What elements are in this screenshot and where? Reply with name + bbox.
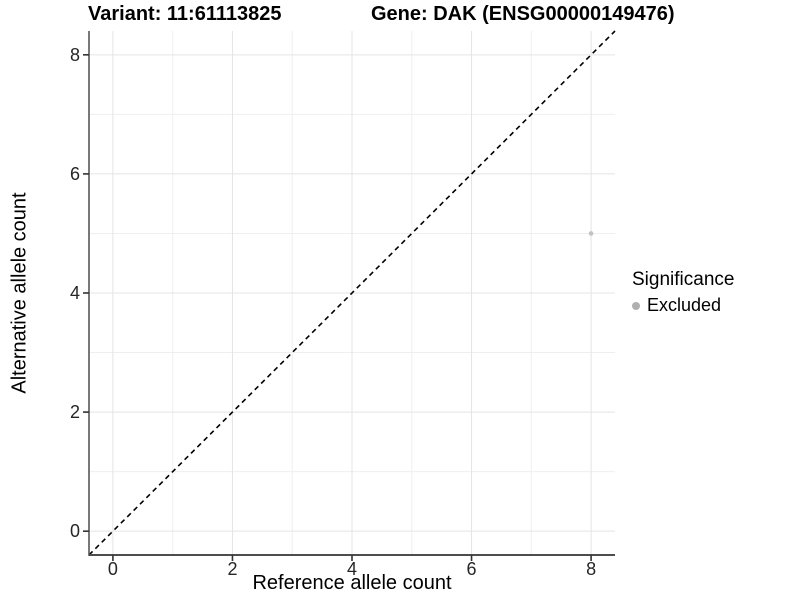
legend-item-label: Excluded xyxy=(647,295,722,315)
identity-line xyxy=(88,30,616,556)
legend-title: Significance xyxy=(632,269,735,290)
y-axis-title: Alternative allele count xyxy=(8,192,31,394)
x-tick-label: 2 xyxy=(227,559,238,579)
y-tick-label: 0 xyxy=(69,521,80,542)
legend: Significance Excluded xyxy=(632,269,734,316)
y-tick-label: 2 xyxy=(69,402,80,423)
x-tick-label: 4 xyxy=(346,559,357,579)
legend-item-excluded: Excluded xyxy=(632,295,734,316)
x-tick-label: 0 xyxy=(107,559,118,579)
x-tick-label: 6 xyxy=(466,559,477,579)
plot-title-gene: Gene: DAK (ENSG00000149476) xyxy=(371,3,675,25)
y-tick-label: 4 xyxy=(69,283,80,303)
x-axis-title: Reference allele count xyxy=(252,572,452,594)
y-tick-label: 6 xyxy=(69,163,80,184)
data-point xyxy=(588,231,594,236)
y-tick-label: 8 xyxy=(69,44,80,65)
plot-title-variant: Variant: 11:61113825 xyxy=(88,3,282,25)
x-tick-label: 8 xyxy=(586,559,597,579)
legend-point-icon xyxy=(632,301,640,310)
